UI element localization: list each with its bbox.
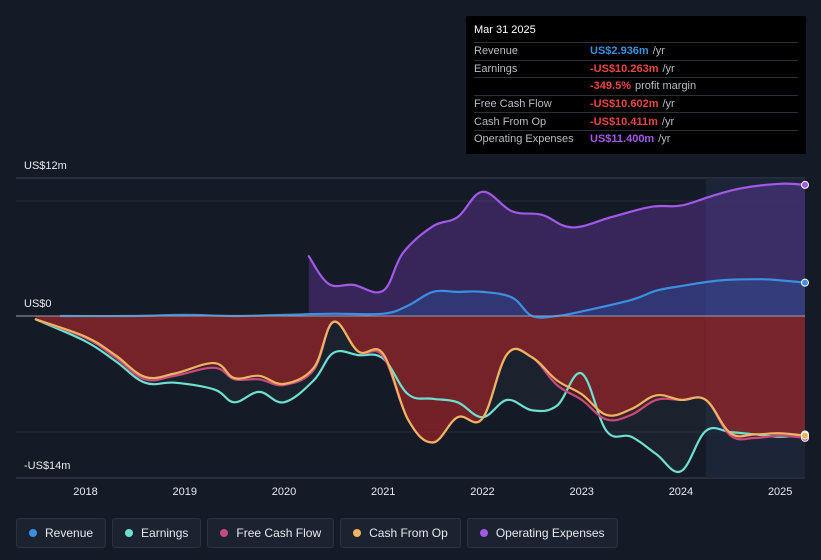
series-lines	[16, 182, 807, 474]
legend-dot-icon	[29, 529, 37, 537]
latest-period-shade	[705, 178, 805, 478]
series-endpoint-operating-expenses	[801, 180, 809, 189]
legend-item-operating-expenses[interactable]: Operating Expenses	[466, 518, 618, 548]
x-tick-label: 2020	[272, 486, 296, 498]
tooltip-row-value: US$11.400m	[590, 133, 655, 146]
tooltip-row: Revenue US$2.936m/yr	[474, 42, 798, 60]
series-areas	[35, 183, 806, 472]
series-line-earnings	[34, 318, 807, 474]
x-tick-label: 2023	[569, 486, 593, 498]
tooltip-row-value: -US$10.602m	[590, 98, 659, 111]
x-tick-label: 2018	[73, 486, 97, 498]
tooltip-row-suffix: /yr	[662, 98, 675, 111]
series-area-revenue	[60, 279, 805, 318]
tooltip-row: Operating Expenses US$11.400m/yr	[474, 129, 798, 148]
legend-label: Operating Expenses	[495, 526, 605, 540]
tooltip-row-value: US$2.936m	[590, 45, 649, 58]
tooltip-row-label: Free Cash Flow	[474, 98, 552, 111]
tooltip-row-label: Earnings	[474, 62, 518, 75]
tooltip-row-suffix: /yr	[658, 133, 671, 146]
legend-label: Free Cash Flow	[236, 526, 322, 540]
tooltip-row: Cash From Op -US$10.411m/yr	[474, 112, 798, 130]
series-line-cash-from-op	[34, 318, 807, 444]
legend-dot-icon	[353, 529, 362, 537]
x-tick-label: 2021	[371, 486, 395, 498]
legend-dot-icon	[220, 529, 229, 537]
series-area-free-cash-flow	[35, 316, 806, 443]
y-axis-zero-label: US$0	[24, 298, 52, 310]
tooltip-row-label: Cash From Op	[474, 115, 547, 128]
tooltip-date: Mar 31 2025	[474, 24, 536, 36]
gridlines	[16, 177, 805, 479]
series-area-earnings	[35, 316, 806, 472]
tooltip-row-label: Operating Expenses	[474, 133, 574, 146]
legend-dot-icon	[479, 529, 488, 537]
legend-item-cash-from-op[interactable]: Cash From Op	[340, 518, 461, 548]
tooltip-row: Earnings -US$10.263m/yr	[474, 59, 798, 78]
latest-period-highlight	[705, 178, 805, 478]
x-tick-label: 2024	[669, 486, 693, 498]
tooltip-row-suffix: /yr	[661, 115, 675, 128]
tooltip-row: Free Cash Flow -US$10.602m/yr	[474, 94, 798, 113]
tooltip-row-label: Revenue	[474, 45, 519, 58]
series-line-operating-expenses	[307, 182, 807, 294]
tooltip-row-value: -US$10.263m	[590, 62, 659, 75]
y-axis-top-label: US$12m	[24, 160, 67, 172]
x-axis-ticks: 2018 2019 2020 2021 2022 2023 2024 2025	[73, 486, 792, 498]
tooltip-row-value: -US$10.411m	[590, 115, 658, 128]
series-endpoint-revenue	[801, 278, 809, 287]
tooltip-row-value: -349.5%	[590, 80, 631, 93]
x-tick-label: 2025	[768, 486, 792, 498]
data-tooltip: Mar 31 2025 Revenue US$2.936m/yr Earnings -…	[466, 16, 806, 154]
tooltip-row-suffix: profit margin	[634, 80, 697, 93]
legend-label: Cash From Op	[369, 526, 448, 540]
chart-area: 2018 2019 2020 2021 2022 2023 2024 2025	[16, 177, 809, 498]
tooltip-row-suffix: /yr	[652, 45, 665, 58]
series-area-cash-from-op	[35, 316, 806, 443]
y-axis-bottom-label: -US$14m	[24, 460, 71, 472]
tooltip-rows: Revenue US$2.936m/yr Earnings -US$10.263m/y…	[474, 42, 798, 148]
legend-item-free-cash-flow[interactable]: Free Cash Flow	[207, 518, 335, 548]
tooltip-row-suffix: /yr	[662, 62, 675, 75]
series-endpoint-cash-from-op	[801, 431, 809, 440]
legend-item-earnings[interactable]: Earnings	[112, 518, 202, 548]
legend-dot-icon	[125, 529, 134, 537]
series-area-operating-expenses	[308, 183, 805, 316]
legend-item-revenue[interactable]: Revenue	[16, 518, 107, 548]
legend: Revenue Earnings Free Cash Flow Cash From O…	[16, 518, 618, 548]
x-tick-label: 2022	[470, 486, 494, 498]
legend-label: Earnings	[141, 526, 189, 540]
x-tick-label: 2019	[172, 486, 196, 498]
series-endpoints	[801, 180, 809, 442]
legend-label: Revenue	[45, 526, 94, 540]
tooltip-row: -349.5% profit margin	[474, 77, 798, 95]
